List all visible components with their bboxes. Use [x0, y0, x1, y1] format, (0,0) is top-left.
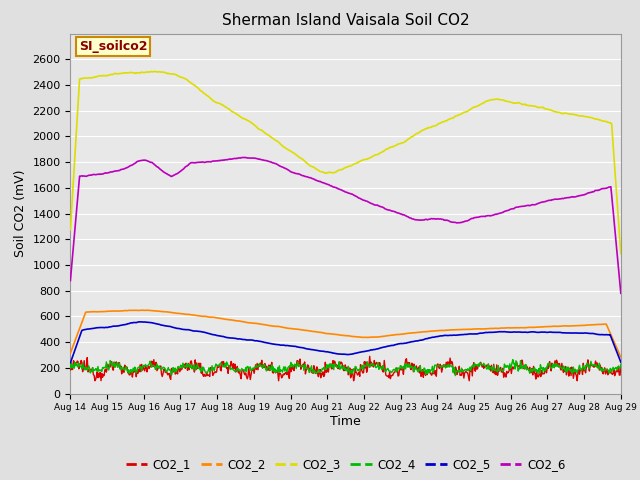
Text: SI_soilco2: SI_soilco2 — [79, 40, 147, 53]
Title: Sherman Island Vaisala Soil CO2: Sherman Island Vaisala Soil CO2 — [222, 13, 469, 28]
Y-axis label: Soil CO2 (mV): Soil CO2 (mV) — [14, 170, 27, 257]
Legend: CO2_1, CO2_2, CO2_3, CO2_4, CO2_5, CO2_6: CO2_1, CO2_2, CO2_3, CO2_4, CO2_5, CO2_6 — [121, 454, 570, 476]
X-axis label: Time: Time — [330, 415, 361, 428]
